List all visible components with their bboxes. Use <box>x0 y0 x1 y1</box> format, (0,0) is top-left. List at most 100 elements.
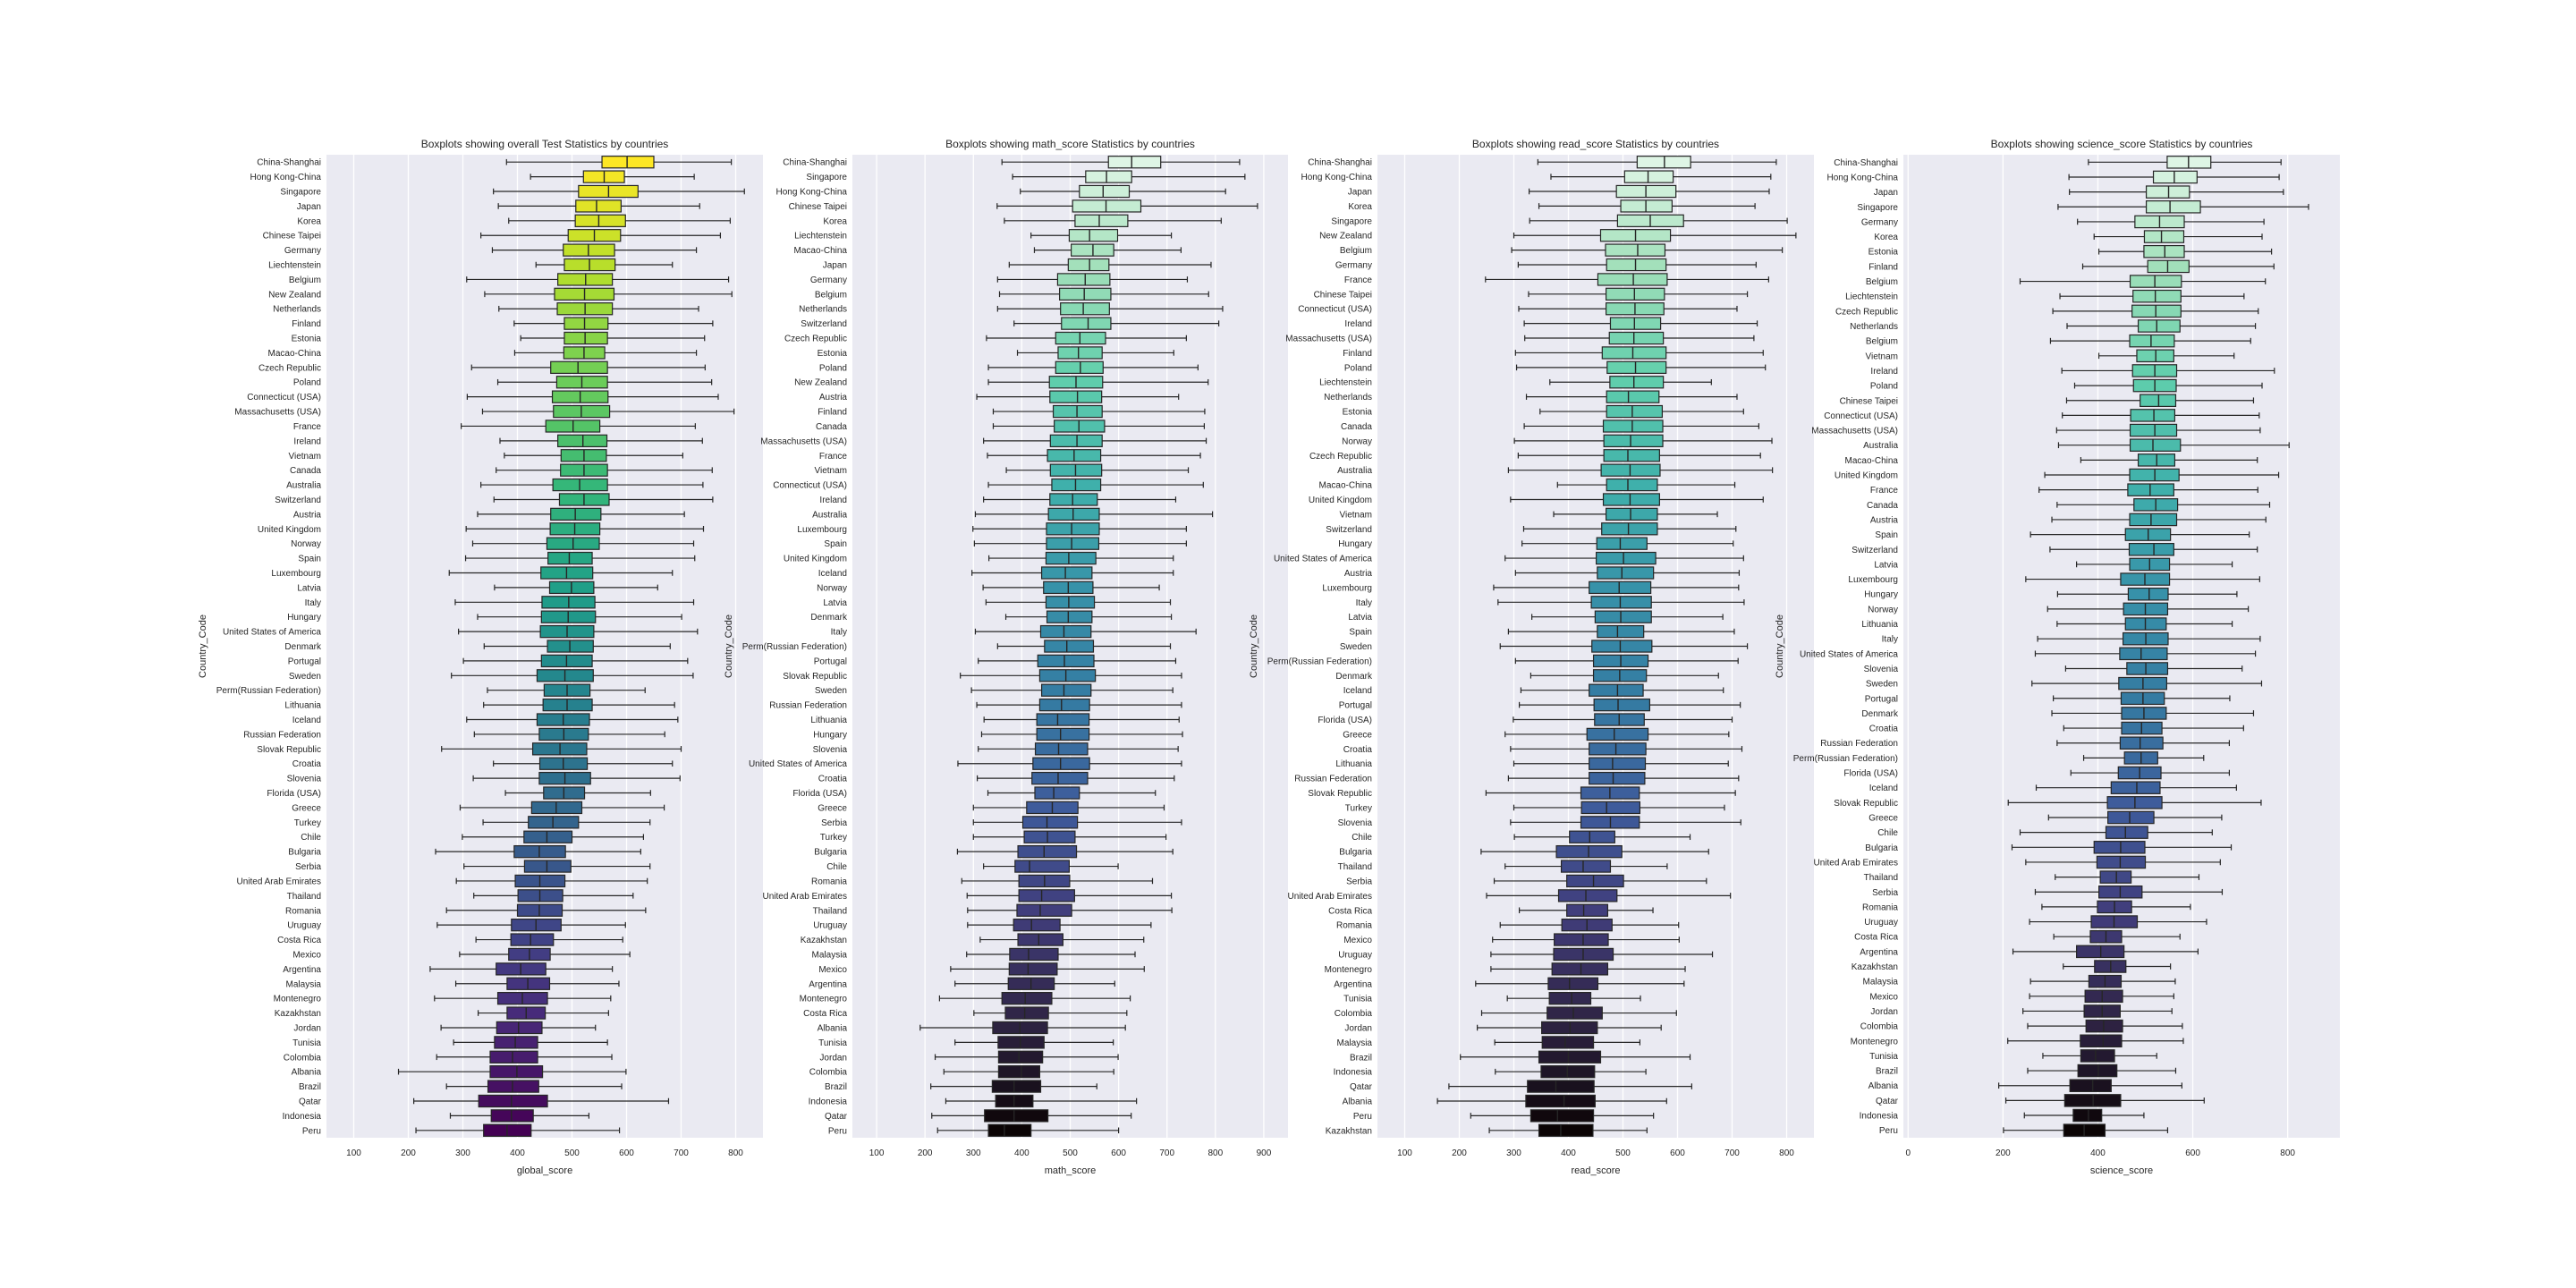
box-9 <box>2019 275 2267 288</box>
y-axis-label: Country_Code <box>1775 614 1785 678</box>
box-58 <box>938 992 1131 1005</box>
y-tick-label: China-Shanghai <box>783 158 847 168</box>
y-tick-label: New Zealand <box>268 290 321 300</box>
box-29 <box>2025 572 2260 586</box>
box-iqr <box>1547 977 1599 990</box>
box-iqr <box>2110 781 2161 794</box>
y-tick-label: Norway <box>291 539 321 549</box>
box-iqr <box>1566 874 1624 888</box>
y-tick-label: Sweden <box>1866 680 1898 690</box>
box-54 <box>475 933 623 946</box>
x-tick-label: 200 <box>1452 1148 1467 1158</box>
box-iqr <box>1046 610 1093 623</box>
y-tick-label: Switzerland <box>1326 525 1372 535</box>
box-44 <box>987 786 1157 800</box>
y-tick-label: Croatia <box>1869 724 1899 734</box>
y-tick-label: United States of America <box>749 759 847 769</box>
y-tick-label: Germany <box>1861 217 1898 227</box>
box-55 <box>1490 947 1714 962</box>
box-10 <box>484 287 733 301</box>
box-20 <box>1513 434 1773 448</box>
box-67 <box>1488 1123 1648 1137</box>
x-tick-label: 400 <box>1014 1148 1030 1158</box>
box-19 <box>2055 423 2261 437</box>
box-35 <box>2064 662 2243 675</box>
box-59 <box>973 1006 1128 1020</box>
box-19 <box>992 419 1205 433</box>
box-iqr <box>1609 317 1662 330</box>
y-tick-label: Serbia <box>821 818 847 828</box>
box-39 <box>1513 713 1733 726</box>
y-tick-label: Slovenia <box>1338 818 1373 828</box>
y-tick-label: Finland <box>292 319 321 329</box>
box-49 <box>463 860 651 873</box>
box-iqr <box>2077 1063 2118 1078</box>
box-iqr <box>1603 449 1660 462</box>
box-32 <box>1531 610 1724 623</box>
box-41 <box>2082 751 2205 765</box>
y-tick-label: Canada <box>1341 422 1372 432</box>
box-iqr <box>1016 903 1072 917</box>
box-40 <box>1504 727 1730 741</box>
y-tick-label: China-Shanghai <box>257 158 321 168</box>
box-43 <box>977 771 1175 785</box>
box-iqr <box>1067 258 1110 272</box>
y-tick-label: Colombia <box>284 1053 322 1063</box>
box-18 <box>1539 404 1744 419</box>
y-tick-label: Malaysia <box>812 950 848 960</box>
y-tick-label: United States of America <box>1274 555 1372 564</box>
y-tick-label: Macao-China <box>794 246 848 256</box>
y-tick-label: Kazakhstan <box>275 1009 321 1019</box>
box-2 <box>530 170 695 183</box>
box-21 <box>1517 449 1761 462</box>
box-iqr <box>1589 742 1647 756</box>
box-15 <box>470 360 706 375</box>
x-tick-label: 600 <box>619 1148 634 1158</box>
y-tick-label: Albania <box>1868 1081 1899 1091</box>
y-tick-label: Chile <box>1352 833 1372 843</box>
box-44 <box>504 786 651 800</box>
box-iqr <box>1056 273 1111 286</box>
y-tick-label: Bulgaria <box>814 848 847 858</box>
x-tick-label: 700 <box>1159 1148 1174 1158</box>
box-iqr <box>1589 757 1647 770</box>
x-tick-label: 100 <box>1397 1148 1412 1158</box>
box-32 <box>2056 617 2233 631</box>
y-tick-label: New Zealand <box>794 378 847 388</box>
chart-panel-3: 100 200 300 400 500 600 700 800 Boxplots showing… <box>1249 138 1814 1176</box>
box-31 <box>985 596 1172 609</box>
box-65 <box>413 1094 670 1108</box>
box-14 <box>2097 349 2235 363</box>
y-tick-label: Perm(Russian Federation) <box>1267 657 1372 666</box>
x-axis-label: global_score <box>517 1165 572 1176</box>
box-iqr <box>523 860 572 873</box>
y-tick-label: Spain <box>298 555 321 564</box>
y-tick-label: Costa Rica <box>803 1009 847 1019</box>
y-tick-label: Singapore <box>1857 203 1898 213</box>
box-53 <box>2053 929 2181 944</box>
box-6 <box>2093 230 2263 243</box>
box-34 <box>483 640 671 653</box>
box-iqr <box>1061 317 1112 330</box>
box-3 <box>1020 184 1226 199</box>
box-iqr <box>1596 551 1657 565</box>
x-tick-label: 500 <box>1063 1148 1078 1158</box>
box-iqr <box>1597 624 1645 639</box>
box-iqr <box>1004 1006 1049 1020</box>
y-tick-label: Belgium <box>1866 337 1898 347</box>
y-tick-label: Greece <box>292 803 321 813</box>
y-tick-label: Russian Federation <box>1820 739 1898 749</box>
box-iqr <box>1017 933 1063 946</box>
y-tick-label: Chinese Taipei <box>1840 396 1898 406</box>
box-iqr <box>1034 742 1089 756</box>
box-28 <box>1504 551 1744 565</box>
box-49 <box>2055 870 2200 884</box>
y-tick-label: Argentina <box>1860 947 1898 957</box>
y-tick-label: Chinese Taipei <box>263 232 321 242</box>
y-tick-label: Colombia <box>1335 1009 1373 1019</box>
box-iqr <box>1038 669 1097 682</box>
box-iqr <box>1051 478 1102 492</box>
y-tick-label: Macao-China <box>1319 481 1373 491</box>
y-tick-label: Slovenia <box>813 745 848 755</box>
box-iqr <box>1039 624 1092 639</box>
